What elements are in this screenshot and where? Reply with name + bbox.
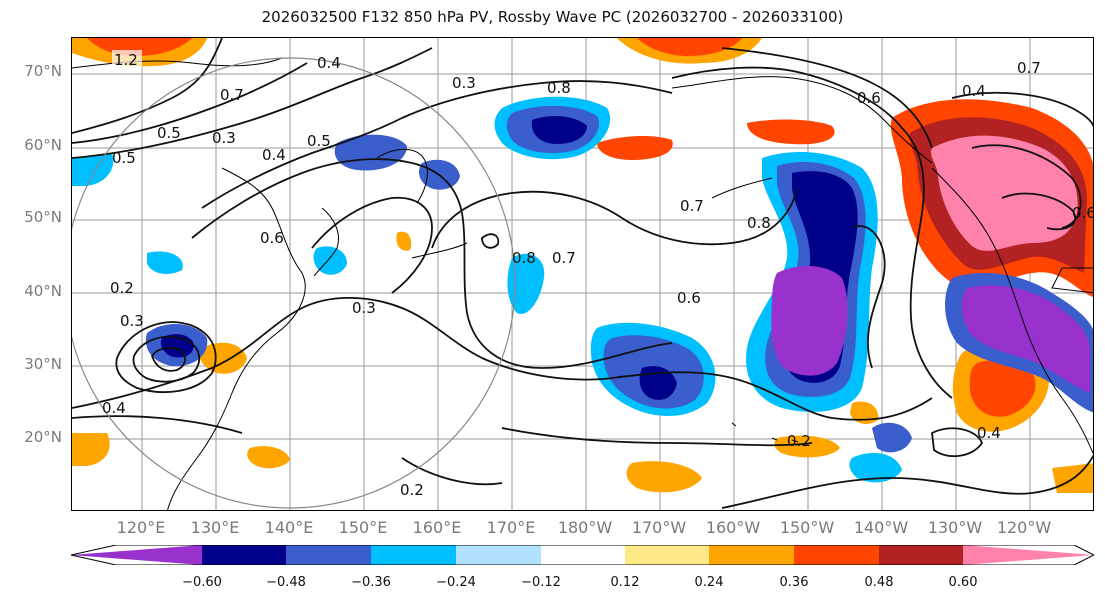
- colorbar-tick-7: 0.24: [694, 575, 724, 590]
- map-title: 2026032500 F132 850 hPa PV, Rossby Wave …: [261, 8, 844, 26]
- colorbar-tick-10: 0.60: [948, 575, 978, 590]
- colorbar-tick-6: 0.12: [610, 575, 640, 590]
- colorbar-segment: [709, 545, 794, 565]
- contour-label-1: 1.2: [114, 51, 138, 69]
- lat-label-40: 40°N: [24, 282, 62, 300]
- lon-label-140w: 140°W: [853, 518, 909, 537]
- contour-label-group: 1.2 0.7 0.5 0.3 0.4 0.5 0.4 0.3 0.8 0.6 …: [102, 50, 1094, 499]
- contour-label-2: 0.7: [220, 86, 244, 104]
- contour-label-25: 0.4: [977, 424, 1001, 442]
- colorbar-segment: [879, 545, 963, 565]
- map-canvas: 1.2 0.7 0.5 0.3 0.4 0.5 0.4 0.3 0.8 0.6 …: [72, 38, 1094, 510]
- pv-shading: [72, 38, 1093, 493]
- contour-label-16: 0.8: [512, 249, 536, 267]
- contour-label-17: 0.7: [552, 249, 576, 267]
- strong-positive-core: [930, 135, 1078, 251]
- colorbar-segment: [286, 545, 371, 565]
- pv-contours: [72, 38, 1093, 509]
- colorbar-segment: [371, 545, 456, 565]
- contour-label-3: 0.5: [157, 124, 181, 142]
- lon-label-150w: 150°W: [779, 518, 835, 537]
- focus-circle: [72, 57, 516, 509]
- lon-label-170e: 170°E: [486, 518, 536, 537]
- colorbar-segments: [71, 545, 1094, 565]
- contour-label-24: 0.4: [102, 399, 126, 417]
- colorbar-tick-2: −0.48: [266, 575, 306, 590]
- contour-label-9: 0.8: [547, 79, 571, 97]
- contour-label-13: 0.8: [747, 214, 771, 232]
- lon-label-180w: 180°W: [557, 518, 613, 537]
- lat-label-20: 20°N: [24, 428, 62, 446]
- lat-label-30: 30°N: [24, 355, 62, 373]
- contour-label-4: 0.3: [212, 129, 236, 147]
- contour-label-15: 0.7: [680, 197, 704, 215]
- colorbar-segment: [456, 545, 541, 565]
- contour-label-21: 0.3: [120, 312, 144, 330]
- contour-label-22: 0.2: [400, 481, 424, 499]
- lon-label-150e: 150°E: [338, 518, 388, 537]
- lon-label-120w: 120°W: [996, 518, 1052, 537]
- lon-label-170w: 170°W: [631, 518, 687, 537]
- contour-label-8: 0.3: [452, 74, 476, 92]
- lon-label-160w: 160°W: [705, 518, 761, 537]
- colorbar-segment: [202, 545, 286, 565]
- contour-label-26: 0.5: [112, 149, 136, 167]
- colorbar: [71, 545, 1094, 565]
- colorbar-segment: [541, 545, 625, 565]
- contour-label-19: 0.3: [352, 299, 376, 317]
- colorbar-tick-1: −0.60: [182, 575, 222, 590]
- colorbar-segment: [794, 545, 879, 565]
- lon-label-140e: 140°E: [264, 518, 314, 537]
- colorbar-tick-3: −0.36: [351, 575, 391, 590]
- contour-label-18: 0.6: [677, 289, 701, 307]
- colorbar-segment: [625, 545, 709, 565]
- contour-label-11: 0.4: [962, 82, 986, 100]
- colorbar-tick-9: 0.48: [864, 575, 894, 590]
- contour-label-5: 0.4: [262, 146, 286, 164]
- lon-label-130w: 130°W: [927, 518, 983, 537]
- colorbar-tick-4: −0.24: [436, 575, 476, 590]
- colorbar-segment: [963, 545, 1094, 565]
- map-area: 1.2 0.7 0.5 0.3 0.4 0.5 0.4 0.3 0.8 0.6 …: [71, 37, 1094, 511]
- colorbar-segment: [71, 545, 202, 565]
- contour-label-20: 0.2: [787, 432, 811, 450]
- contour-label-23: 0.2: [110, 279, 134, 297]
- contour-label-14: 0.6: [260, 229, 284, 247]
- lon-label-120e: 120°E: [116, 518, 166, 537]
- coastlines: [72, 57, 1093, 510]
- lat-label-70: 70°N: [24, 62, 62, 80]
- contour-label-12: 0.7: [1017, 59, 1041, 77]
- lat-label-50: 50°N: [24, 208, 62, 226]
- contour-label-27: 0.6: [1072, 204, 1094, 222]
- lat-label-60: 60°N: [24, 136, 62, 154]
- colorbar-tick-5: −0.12: [521, 575, 561, 590]
- contour-label-10: 0.6: [857, 89, 881, 107]
- contour-label-6: 0.5: [307, 132, 331, 150]
- colorbar-tick-8: 0.36: [779, 575, 809, 590]
- lon-label-130e: 130°E: [190, 518, 240, 537]
- lon-label-160e: 160°E: [412, 518, 462, 537]
- contour-label-7: 0.4: [317, 54, 341, 72]
